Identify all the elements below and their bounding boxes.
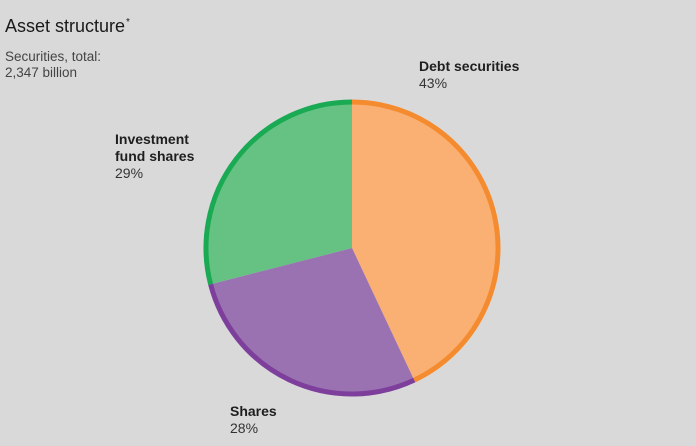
slice-percent-investment-fund-shares: 29% (115, 165, 144, 181)
pie-slice-investment-fund-shares (204, 100, 352, 285)
subtitle-line-2: 2,347 billion (5, 65, 78, 80)
slice-label-shares: Shares 28% (230, 403, 277, 437)
slice-percent-shares: 28% (230, 420, 259, 436)
slice-percent-debt-securities: 43% (419, 75, 448, 91)
pie-slice-edge-investment-fund-shares (203, 99, 353, 285)
slice-name-investment-fund-shares-line2: fund shares (115, 148, 195, 164)
slice-name-shares: Shares (230, 403, 277, 419)
slice-name-investment-fund-shares-line1: Investment (115, 131, 189, 147)
chart-title-text: Asset structure (5, 16, 126, 36)
chart-title: Asset structure* (5, 15, 130, 37)
title-footnote-marker: * (126, 17, 130, 28)
slice-label-investment-fund-shares: Investment fund shares 29% (115, 131, 194, 182)
pie-slice-debt-securities (352, 100, 501, 382)
slice-label-debt-securities: Debt securities 43% (419, 58, 519, 92)
subtitle-line-1: Securities, total: (5, 49, 102, 64)
chart-subtitle: Securities, total: 2,347 billion (5, 49, 101, 81)
pie-slice-edge-shares (208, 283, 416, 397)
slice-name-debt-securities: Debt securities (419, 58, 520, 74)
pie-slice-edge-debt-securities (351, 99, 501, 383)
